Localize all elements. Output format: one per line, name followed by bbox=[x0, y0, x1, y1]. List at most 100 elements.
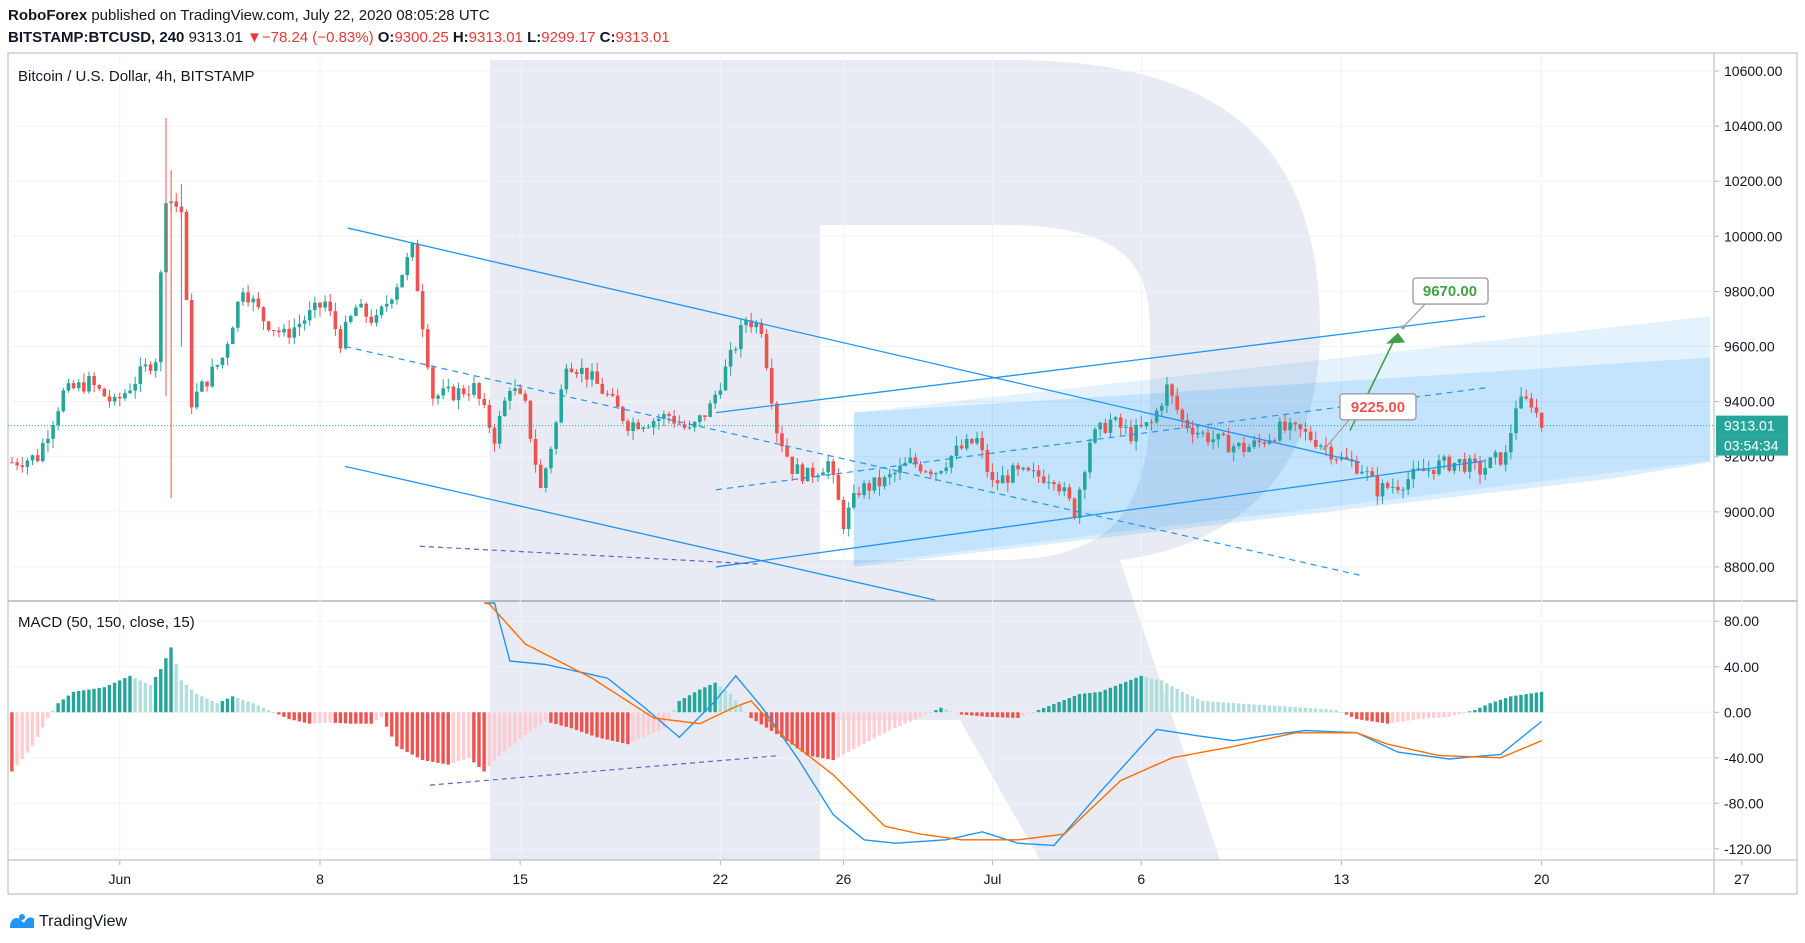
candle-body bbox=[554, 422, 558, 449]
macd-histogram-bar bbox=[415, 712, 420, 758]
support-callout-pointer bbox=[1324, 418, 1351, 449]
candle-body bbox=[959, 445, 964, 449]
candle-body bbox=[790, 456, 795, 474]
macd-histogram-bar bbox=[1478, 707, 1482, 713]
candle-body bbox=[970, 438, 974, 444]
tradingview-brand[interactable]: TradingView bbox=[9, 911, 127, 933]
candle-body bbox=[20, 465, 25, 468]
macd-histogram-bar bbox=[1231, 703, 1236, 713]
support-callout-dot bbox=[1323, 446, 1327, 451]
macd-histogram-bar bbox=[384, 712, 389, 727]
candle-body bbox=[277, 330, 281, 333]
macd-histogram-bar bbox=[1509, 696, 1513, 713]
candle-body bbox=[841, 499, 846, 529]
macd-histogram-bar bbox=[395, 712, 399, 747]
candle-body bbox=[893, 472, 897, 475]
candle-body bbox=[415, 243, 420, 292]
macd-histogram-bar bbox=[872, 712, 876, 739]
candle-body bbox=[1514, 408, 1518, 434]
macd-histogram-bar bbox=[10, 712, 14, 772]
candle-body bbox=[1447, 456, 1452, 471]
candle-body bbox=[379, 306, 384, 315]
candle-body bbox=[338, 329, 343, 349]
macd-histogram-bar bbox=[1062, 700, 1066, 713]
candle-body bbox=[698, 415, 702, 422]
macd-histogram-bar bbox=[708, 684, 712, 713]
candle-body bbox=[1011, 465, 1015, 483]
macd-histogram-bar bbox=[595, 712, 599, 738]
macd-histogram-bar bbox=[1159, 680, 1164, 713]
candle-body bbox=[1221, 433, 1226, 436]
macd-histogram-bar bbox=[143, 682, 148, 713]
macd-histogram-bar bbox=[56, 703, 60, 713]
candle-body bbox=[1308, 431, 1313, 440]
candle-body bbox=[1529, 398, 1534, 408]
candle-body bbox=[1093, 429, 1097, 443]
macd-histogram-bar bbox=[1098, 691, 1102, 713]
macd-histogram-bar bbox=[754, 712, 758, 722]
candle-body bbox=[887, 474, 892, 478]
macd-histogram-bar bbox=[1473, 710, 1477, 713]
candle-body bbox=[882, 477, 887, 487]
macd-histogram-bar bbox=[1488, 703, 1492, 713]
macd-histogram-bar bbox=[487, 712, 491, 767]
candle-body bbox=[1206, 432, 1210, 443]
time-tick-label: 26 bbox=[836, 871, 852, 887]
macd-histogram-bar bbox=[148, 684, 153, 713]
macd-histogram-bar bbox=[1216, 702, 1220, 713]
price-pane[interactable]: 9670.00 9225.00 bbox=[8, 117, 1714, 601]
support-callout-label: 9225.00 bbox=[1351, 399, 1405, 416]
macd-histogram-bar bbox=[1375, 712, 1379, 723]
candle-body bbox=[934, 473, 938, 475]
candle-body bbox=[1180, 409, 1185, 420]
candle-body bbox=[739, 325, 743, 350]
candle-body bbox=[297, 323, 302, 328]
macd-histogram-bar bbox=[159, 669, 163, 713]
candle-body bbox=[261, 307, 266, 322]
open-value: 9300.25 bbox=[394, 29, 449, 46]
macd-histogram-bar bbox=[636, 712, 640, 740]
macd-histogram-bar bbox=[71, 691, 76, 713]
candle-body bbox=[857, 493, 861, 496]
candle-body bbox=[687, 427, 692, 429]
candle-body bbox=[677, 423, 682, 425]
macd-pane[interactable] bbox=[10, 602, 1544, 847]
macd-histogram-bar bbox=[790, 712, 794, 745]
candle-body bbox=[1478, 461, 1482, 475]
candle-body bbox=[256, 298, 261, 308]
macd-histogram-bar bbox=[189, 689, 194, 713]
candle-body bbox=[1344, 456, 1349, 460]
macd-histogram-bar bbox=[908, 712, 912, 722]
macd-histogram-bar bbox=[867, 712, 871, 741]
candle-body bbox=[538, 464, 543, 488]
macd-histogram-bar bbox=[1421, 712, 1426, 719]
macd-histogram-bar bbox=[1272, 705, 1277, 713]
macd-histogram-bar bbox=[554, 712, 558, 725]
macd-histogram-bar bbox=[1170, 686, 1174, 713]
candle-body bbox=[1385, 483, 1390, 488]
macd-histogram-bar bbox=[1401, 712, 1405, 722]
macd-histogram-bar bbox=[1462, 712, 1467, 714]
macd-histogram-bar bbox=[20, 712, 24, 759]
candle-body bbox=[1006, 475, 1010, 483]
candle-body bbox=[662, 413, 666, 419]
candle-body bbox=[692, 421, 697, 428]
macd-histogram-bar bbox=[852, 712, 856, 750]
price-divergence-line bbox=[419, 545, 761, 565]
macd-histogram-bar bbox=[1036, 710, 1041, 713]
macd-histogram-bar bbox=[605, 712, 610, 740]
candle-body bbox=[359, 303, 363, 308]
candle-body bbox=[1426, 469, 1431, 472]
macd-histogram-bar bbox=[913, 712, 918, 720]
candle-body bbox=[1452, 462, 1457, 471]
candle-body bbox=[1016, 465, 1020, 470]
candle-body bbox=[1539, 412, 1544, 428]
candle-body bbox=[1036, 470, 1041, 477]
candle-body bbox=[769, 367, 774, 404]
macd-histogram-bar bbox=[15, 712, 19, 766]
macd-histogram-bar bbox=[857, 712, 861, 747]
candle-body bbox=[908, 457, 913, 464]
macd-histogram-bar bbox=[1329, 709, 1333, 713]
macd-histogram-bar bbox=[1195, 698, 1200, 713]
